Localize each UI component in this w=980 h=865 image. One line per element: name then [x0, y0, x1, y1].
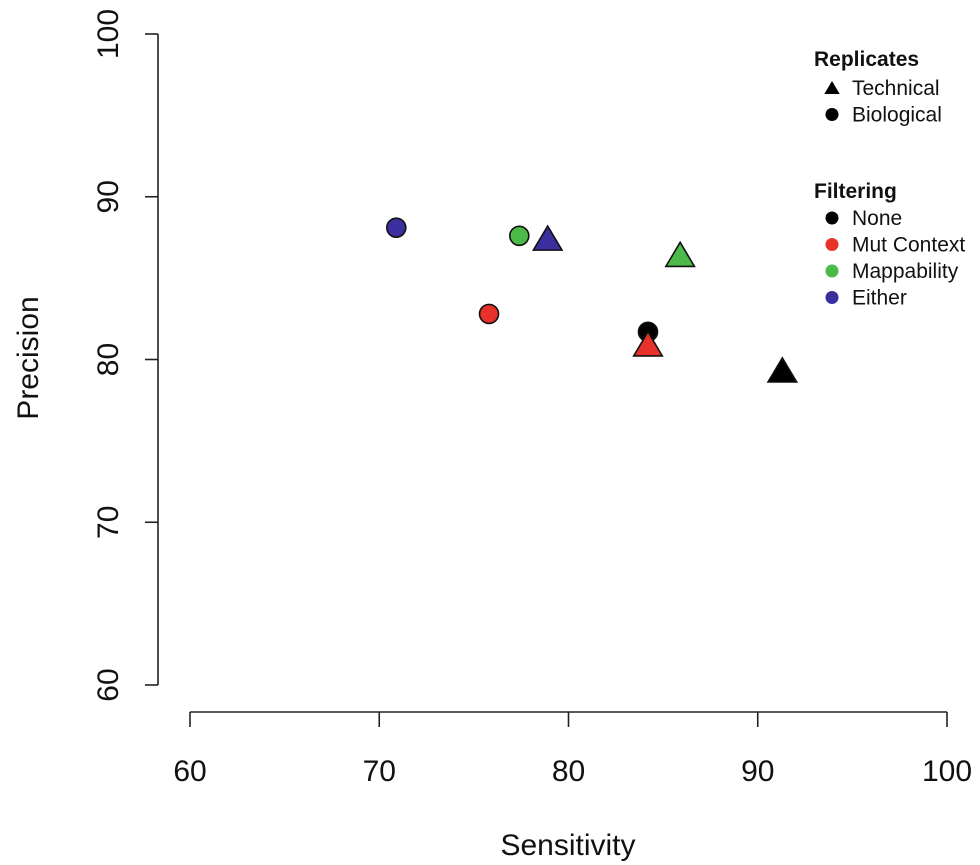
- legend-label: Either: [852, 287, 907, 310]
- point-mappability-biological: [508, 225, 530, 247]
- legend-label: Biological: [852, 104, 942, 127]
- y-tick-label: 90: [92, 180, 125, 213]
- x-axis-ticks: 60 70 80 90 100: [173, 712, 972, 788]
- legend-label: Mappability: [852, 260, 959, 283]
- point-either-technical: [531, 224, 564, 251]
- y-tick-label: 100: [92, 9, 125, 59]
- legend-title: Replicates: [814, 48, 919, 71]
- x-tick-label: 70: [363, 755, 396, 788]
- data-points: [385, 217, 799, 383]
- y-axis-ticks: 60 70 80 90 100: [92, 9, 158, 702]
- legend-label: Mut Context: [852, 234, 965, 257]
- x-tick-label: 60: [173, 755, 206, 788]
- y-axis-title: Precision: [12, 296, 45, 419]
- legend-circle-marker: [825, 264, 839, 278]
- y-tick-label: 60: [92, 668, 125, 701]
- legend-triangle-marker: [824, 81, 840, 94]
- legend-circle-marker: [825, 108, 839, 121]
- point-mappability-technical: [664, 240, 696, 268]
- legend-label: Technical: [852, 77, 940, 100]
- legend-label: None: [852, 207, 902, 230]
- x-tick-label: 90: [741, 755, 774, 788]
- y-tick-label: 80: [92, 343, 125, 376]
- legend-circle-marker: [825, 238, 839, 251]
- x-tick-label: 100: [922, 755, 972, 788]
- y-tick-label: 70: [92, 506, 125, 539]
- legend-circle-marker: [825, 211, 839, 225]
- x-axis-title: Sensitivity: [500, 829, 635, 862]
- legend-title: Filtering: [814, 180, 897, 203]
- point-either-biological: [385, 217, 407, 238]
- point-mut-context-biological: [478, 303, 500, 325]
- point-none-technical: [766, 356, 799, 383]
- x-tick-label: 80: [552, 755, 585, 788]
- legend: Replicates Technical Biological Filtering No…: [814, 48, 965, 310]
- legend-circle-marker: [825, 291, 839, 304]
- point-mut-context-technical: [632, 330, 664, 357]
